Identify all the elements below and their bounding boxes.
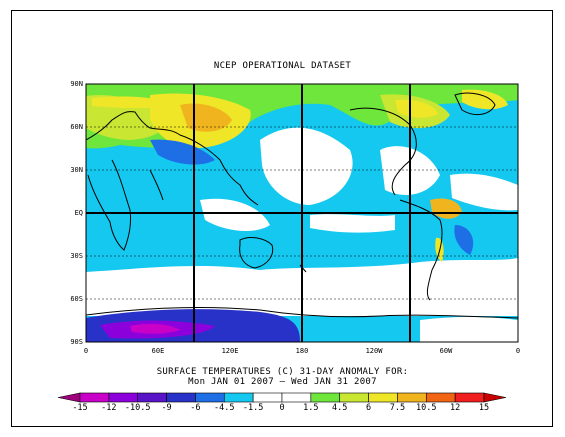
anomaly-white-north-pacific <box>260 127 353 205</box>
anomaly-yellow-greenland <box>462 89 508 110</box>
coastline-greenland <box>454 92 496 116</box>
lat-label-60n: 60N <box>70 123 83 131</box>
lon-label-120w: 120W <box>365 347 383 355</box>
anomaly-white-east-pacific <box>310 214 395 233</box>
lon-label-0: 0 <box>83 347 89 355</box>
colorbar-label: -1.5 <box>242 403 264 413</box>
anomaly-yellow-canada <box>395 99 438 118</box>
colorbar-label: 6 <box>366 403 372 413</box>
colorbar-segment <box>281 392 312 403</box>
caption-line-1: SURFACE TEMPERATURES (C) 31-DAY ANOMALY … <box>156 367 409 377</box>
lat-label-eq: EQ <box>74 209 83 217</box>
anomaly-magenta-antarctica <box>130 323 180 334</box>
colorbar-segment <box>339 392 369 403</box>
colorbar-segment <box>454 392 485 403</box>
colorbar-segment <box>310 392 341 403</box>
map-title: NCEP OPERATIONAL DATASET <box>213 61 352 71</box>
colorbar-segment <box>397 392 427 403</box>
colorbar-label: -15 <box>72 403 88 413</box>
anomaly-blue-south-america <box>454 225 474 255</box>
lon-label-60w: 60W <box>439 347 453 355</box>
coastline-africa <box>87 159 131 251</box>
coastline-india <box>149 169 164 201</box>
colorbar-label: 15 <box>478 403 490 413</box>
coastline-antarctica <box>86 307 518 319</box>
coastline-south-america <box>399 199 443 301</box>
colorbar-segment <box>425 392 456 403</box>
colorbar-label: -9 <box>161 403 172 413</box>
lon-label-0-east: 0 <box>515 347 521 355</box>
colorbar <box>57 392 507 403</box>
anomaly-white-west-pacific <box>200 198 270 232</box>
colorbar-segment <box>137 392 167 403</box>
lon-label-180: 180 <box>295 347 309 355</box>
anomaly-lightblue-antarctica <box>300 317 430 342</box>
colorbar-label: 4.5 <box>332 403 348 413</box>
colorbar-right-arrow <box>483 392 507 403</box>
lat-label-60s: 60S <box>70 295 83 303</box>
colorbar-segment <box>368 392 398 403</box>
colorbar-label: 1.5 <box>303 403 319 413</box>
colorbar-segment <box>79 392 110 403</box>
colorbar-left-arrow <box>57 392 81 403</box>
coastline-north-america <box>349 107 417 196</box>
colorbar-label: -12 <box>101 403 117 413</box>
colorbar-label: 7.5 <box>389 403 406 413</box>
anomaly-yellow-arctic <box>92 96 170 109</box>
colorbar-segment <box>108 392 139 403</box>
lat-label-90s: 90S <box>70 338 83 346</box>
colorbar-label: -6 <box>190 403 201 413</box>
colorbar-label: -10.5 <box>124 403 151 413</box>
colorbar-segment <box>223 392 254 403</box>
anomaly-white-atlantic <box>450 173 518 211</box>
lat-label-90n: 90N <box>70 80 83 88</box>
colorbar-label: 12 <box>450 403 461 413</box>
colorbar-label: 10.5 <box>416 403 437 413</box>
anomaly-white-antarctica <box>420 316 518 342</box>
figure-frame <box>11 10 553 427</box>
colorbar-segment <box>252 392 283 403</box>
anomaly-blue-central-asia <box>150 139 215 165</box>
coastline-australia <box>239 237 274 269</box>
minor-gridlines <box>86 126 518 300</box>
colorbar-segment <box>166 392 196 403</box>
lon-label-60e: 60E <box>151 347 165 355</box>
lon-label-120e: 120E <box>221 347 239 355</box>
caption-line-2: Mon JAN 01 2007 — Wed JAN 31 2007 <box>188 377 377 387</box>
lat-label-30s: 30S <box>70 252 83 260</box>
lat-label-30n: 30N <box>70 166 83 174</box>
coastline-eurasia-south <box>86 111 259 206</box>
colorbar-segment <box>195 392 225 403</box>
colorbar-label: 0 <box>279 403 285 413</box>
colorbar-label: -4.5 <box>214 403 235 413</box>
